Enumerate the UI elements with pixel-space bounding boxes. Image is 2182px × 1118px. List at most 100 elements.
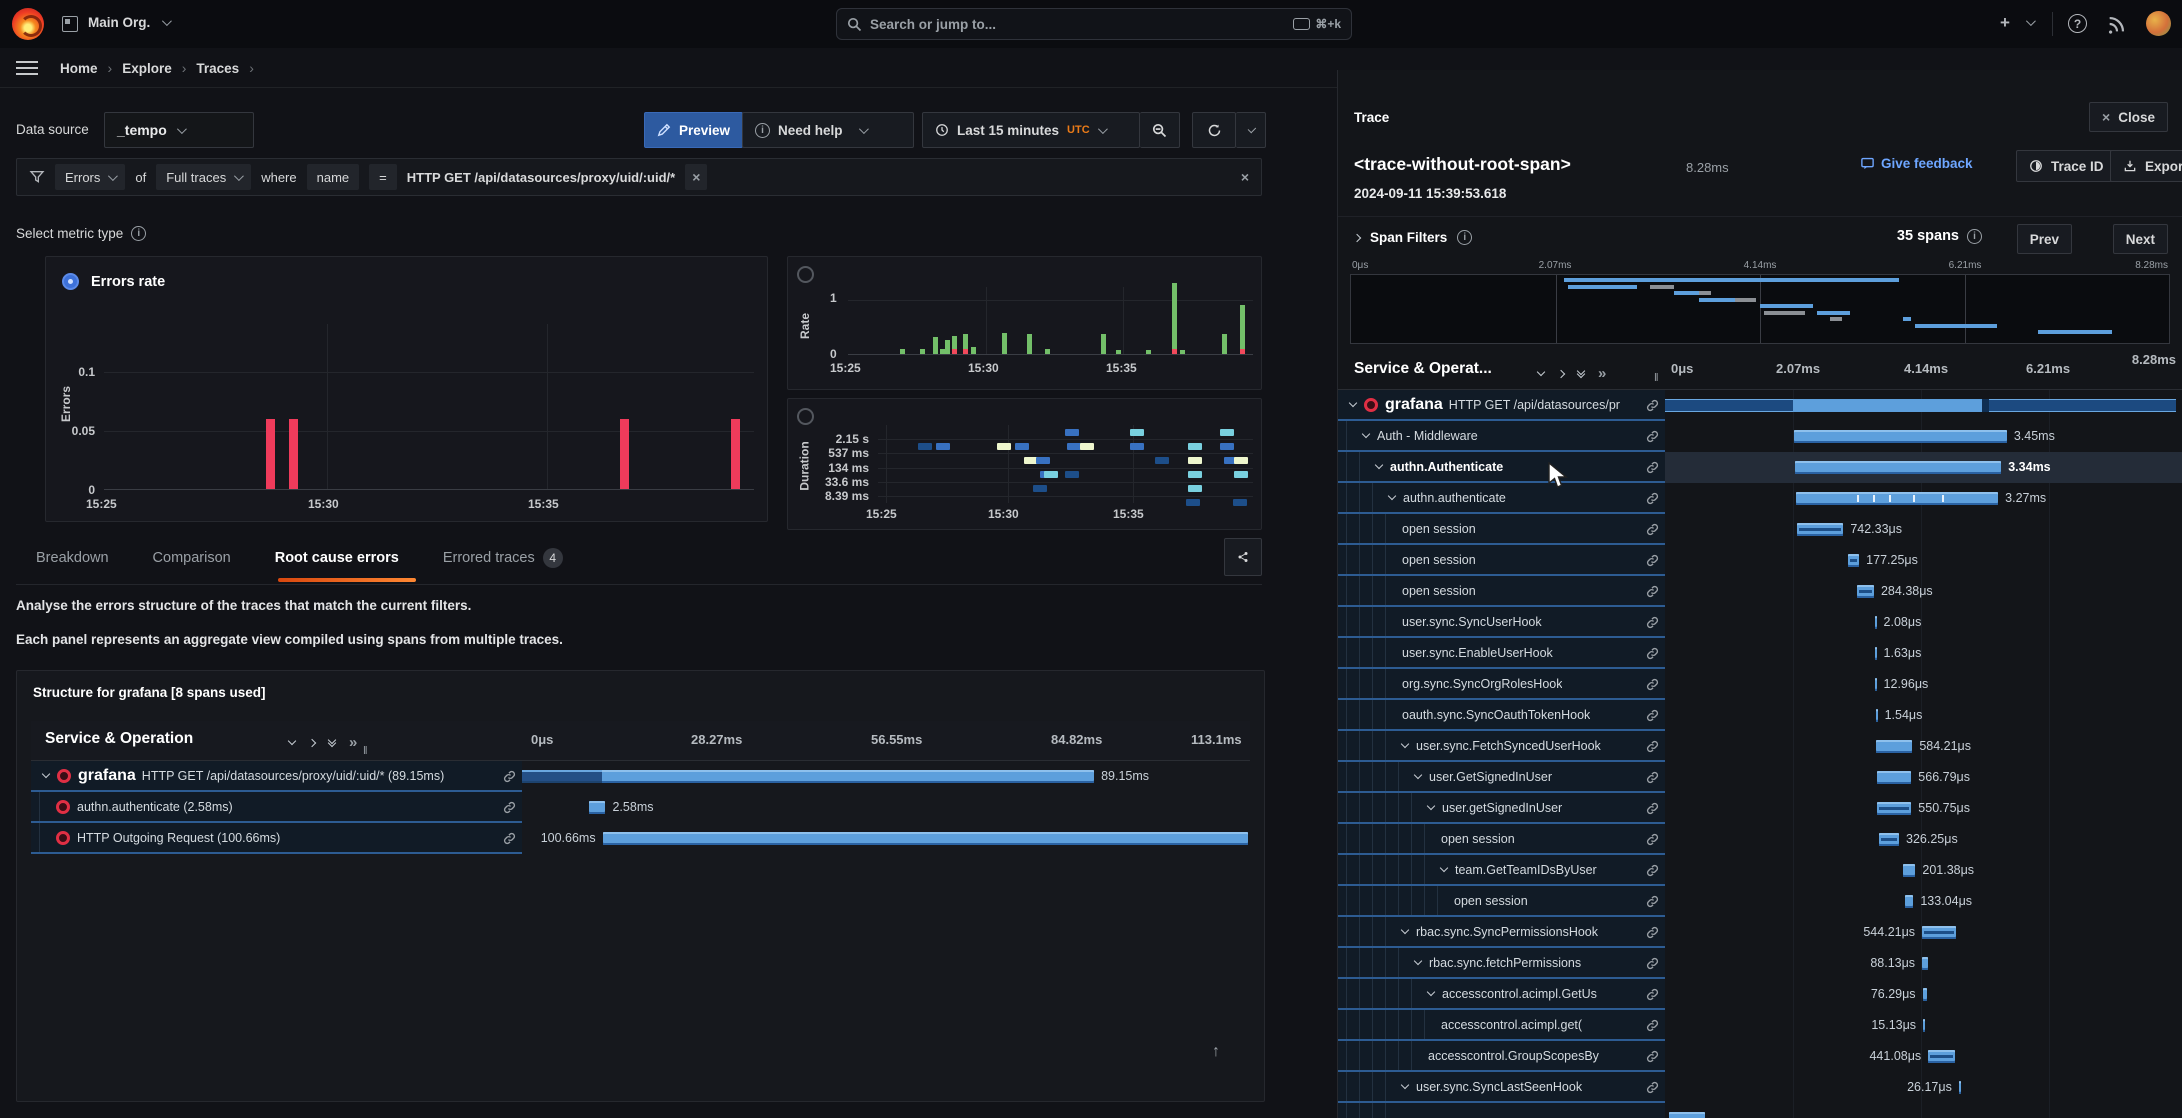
info-icon[interactable]: i xyxy=(1457,230,1472,245)
span-row[interactable]: grafanaHTTP GET /api/datasources/pr xyxy=(1338,390,2182,421)
span-row[interactable]: open session742.33μs xyxy=(1338,514,2182,545)
link-icon[interactable] xyxy=(1646,523,1659,536)
span-name-cell[interactable]: accesscontrol.acimpl.GetUs xyxy=(1338,979,1665,1010)
span-name-cell[interactable]: HTTP Outgoing Request (100.66ms) xyxy=(31,823,522,854)
errors-rate-chart[interactable] xyxy=(104,324,754,490)
span-row[interactable]: user.sync.EnableUserHook1.63μs xyxy=(1338,638,2182,669)
span-row[interactable]: rbac.sync.fetchPermissions88.13μs xyxy=(1338,948,2182,979)
span-name-cell[interactable]: user.getSignedInUser xyxy=(1338,793,1665,824)
span-row[interactable] xyxy=(1338,1103,2182,1118)
filter-field[interactable]: name xyxy=(307,164,360,190)
link-icon[interactable] xyxy=(1646,399,1659,412)
span-name-cell[interactable]: rbac.sync.fetchPermissions xyxy=(1338,948,1665,979)
tab-comparison[interactable]: Comparison xyxy=(153,550,231,566)
column-resize-handle[interactable]: ‖ xyxy=(1654,372,1660,384)
span-name-cell[interactable]: team.GetTeamIDsByUser xyxy=(1338,855,1665,886)
span-timeline-cell[interactable]: 89.15ms xyxy=(522,761,1248,792)
filter-clear-button[interactable]: × xyxy=(1241,169,1249,185)
link-icon[interactable] xyxy=(1646,461,1659,474)
link-icon[interactable] xyxy=(1646,554,1659,567)
span-name-cell[interactable]: oauth.sync.SyncOauthTokenHook xyxy=(1338,700,1665,731)
collapse-one-icon[interactable] xyxy=(288,737,296,745)
link-icon[interactable] xyxy=(503,770,516,783)
expand-one-icon[interactable] xyxy=(308,738,316,746)
share-button[interactable] xyxy=(1224,538,1262,576)
org-chevron-down-icon[interactable] xyxy=(162,16,172,26)
refresh-interval-dropdown[interactable] xyxy=(1236,112,1266,148)
span-row[interactable]: org.sync.SyncOrgRolesHook12.96μs xyxy=(1338,669,2182,700)
span-timeline-cell[interactable]: 1.54μs xyxy=(1665,700,2176,731)
breadcrumb-explore[interactable]: Explore xyxy=(122,61,172,76)
span-name-cell[interactable]: user.sync.FetchSyncedUserHook xyxy=(1338,731,1665,762)
info-icon[interactable]: i xyxy=(131,226,146,241)
span-timeline-cell[interactable]: 742.33μs xyxy=(1665,514,2176,545)
rate-chart[interactable] xyxy=(848,287,1253,355)
link-icon[interactable] xyxy=(1646,616,1659,629)
span-name-cell[interactable]: authn.authenticate xyxy=(1338,483,1665,514)
span-name-cell[interactable]: rbac.sync.SyncPermissionsHook xyxy=(1338,917,1665,948)
search-input[interactable]: Search or jump to... ⌘+k xyxy=(836,8,1352,40)
span-row[interactable]: accesscontrol.GroupScopesBy441.08μs xyxy=(1338,1041,2182,1072)
span-timeline-cell[interactable]: 550.75μs xyxy=(1665,793,2176,824)
collapse-one-icon[interactable] xyxy=(1537,368,1545,376)
breadcrumb-traces[interactable]: Traces xyxy=(196,61,239,76)
span-name-cell[interactable]: user.GetSignedInUser xyxy=(1338,762,1665,793)
span-timeline-cell[interactable]: 2.58ms xyxy=(522,792,1248,823)
span-name-cell[interactable]: user.sync.SyncUserHook xyxy=(1338,607,1665,638)
tab-errored-traces[interactable]: Errored traces4 xyxy=(443,548,563,568)
link-icon[interactable] xyxy=(1646,833,1659,846)
menu-icon[interactable] xyxy=(16,61,38,75)
span-timeline-cell[interactable] xyxy=(1665,390,2176,421)
link-icon[interactable] xyxy=(503,832,516,845)
link-icon[interactable] xyxy=(503,801,516,814)
zoom-out-button[interactable] xyxy=(1140,112,1180,148)
span-name-cell[interactable]: authn.Authenticate xyxy=(1338,452,1665,483)
next-button[interactable]: Next xyxy=(2113,224,2168,254)
span-row[interactable]: grafanaHTTP GET /api/datasources/proxy/u… xyxy=(31,761,1250,792)
expand-chevron-icon[interactable] xyxy=(1401,926,1409,934)
rate-radio[interactable] xyxy=(797,266,814,283)
grafana-logo-icon[interactable] xyxy=(12,8,44,40)
span-row[interactable]: user.sync.SyncUserHook2.08μs xyxy=(1338,607,2182,638)
scroll-to-top-button[interactable]: ↑ xyxy=(1212,1043,1220,1061)
info-icon[interactable]: i xyxy=(1967,229,1982,244)
span-timeline-cell[interactable]: 12.96μs xyxy=(1665,669,2176,700)
preview-button[interactable]: Preview xyxy=(644,112,743,148)
span-name-cell[interactable]: open session xyxy=(1338,545,1665,576)
link-icon[interactable] xyxy=(1646,709,1659,722)
expand-all-icon[interactable]: » xyxy=(1598,365,1606,382)
span-timeline-cell[interactable]: 88.13μs xyxy=(1665,948,2176,979)
span-name-cell[interactable]: open session xyxy=(1338,886,1665,917)
span-timeline-cell[interactable]: 2.08μs xyxy=(1665,607,2176,638)
span-timeline-cell[interactable]: 584.21μs xyxy=(1665,731,2176,762)
link-icon[interactable] xyxy=(1646,957,1659,970)
expand-chevron-icon[interactable] xyxy=(1375,461,1383,469)
link-icon[interactable] xyxy=(1646,926,1659,939)
span-name-cell[interactable]: accesscontrol.acimpl.get( xyxy=(1338,1010,1665,1041)
span-filters-toggle[interactable]: Span Filters i xyxy=(1354,230,1472,245)
expand-chevron-icon[interactable] xyxy=(1427,802,1435,810)
span-timeline-cell[interactable]: 76.29μs xyxy=(1665,979,2176,1010)
span-timeline-cell[interactable]: 3.45ms xyxy=(1665,421,2176,452)
expand-chevron-icon[interactable] xyxy=(1401,1081,1409,1089)
link-icon[interactable] xyxy=(1646,988,1659,1001)
span-row[interactable]: user.sync.FetchSyncedUserHook584.21μs xyxy=(1338,731,2182,762)
add-button[interactable]: + xyxy=(2000,13,2010,33)
link-icon[interactable] xyxy=(1646,492,1659,505)
span-timeline-cell[interactable]: 544.21μs xyxy=(1665,917,2176,948)
expand-chevron-icon[interactable] xyxy=(1427,988,1435,996)
expand-chevron-icon[interactable] xyxy=(1414,957,1422,965)
breadcrumb-home[interactable]: Home xyxy=(60,61,98,76)
prev-button[interactable]: Prev xyxy=(2017,224,2072,254)
span-row[interactable]: oauth.sync.SyncOauthTokenHook1.54μs xyxy=(1338,700,2182,731)
org-switcher[interactable]: Main Org. xyxy=(88,15,150,30)
link-icon[interactable] xyxy=(1646,678,1659,691)
span-timeline-cell[interactable]: 133.04μs xyxy=(1665,886,2176,917)
span-name-cell[interactable]: user.sync.EnableUserHook xyxy=(1338,638,1665,669)
close-button[interactable]: ×Close xyxy=(2089,102,2168,132)
expand-chevron-icon[interactable] xyxy=(1388,492,1396,500)
span-timeline-cell[interactable]: 566.79μs xyxy=(1665,762,2176,793)
link-icon[interactable] xyxy=(1646,864,1659,877)
column-resize-handle[interactable]: ‖ xyxy=(363,745,369,757)
link-icon[interactable] xyxy=(1646,430,1659,443)
